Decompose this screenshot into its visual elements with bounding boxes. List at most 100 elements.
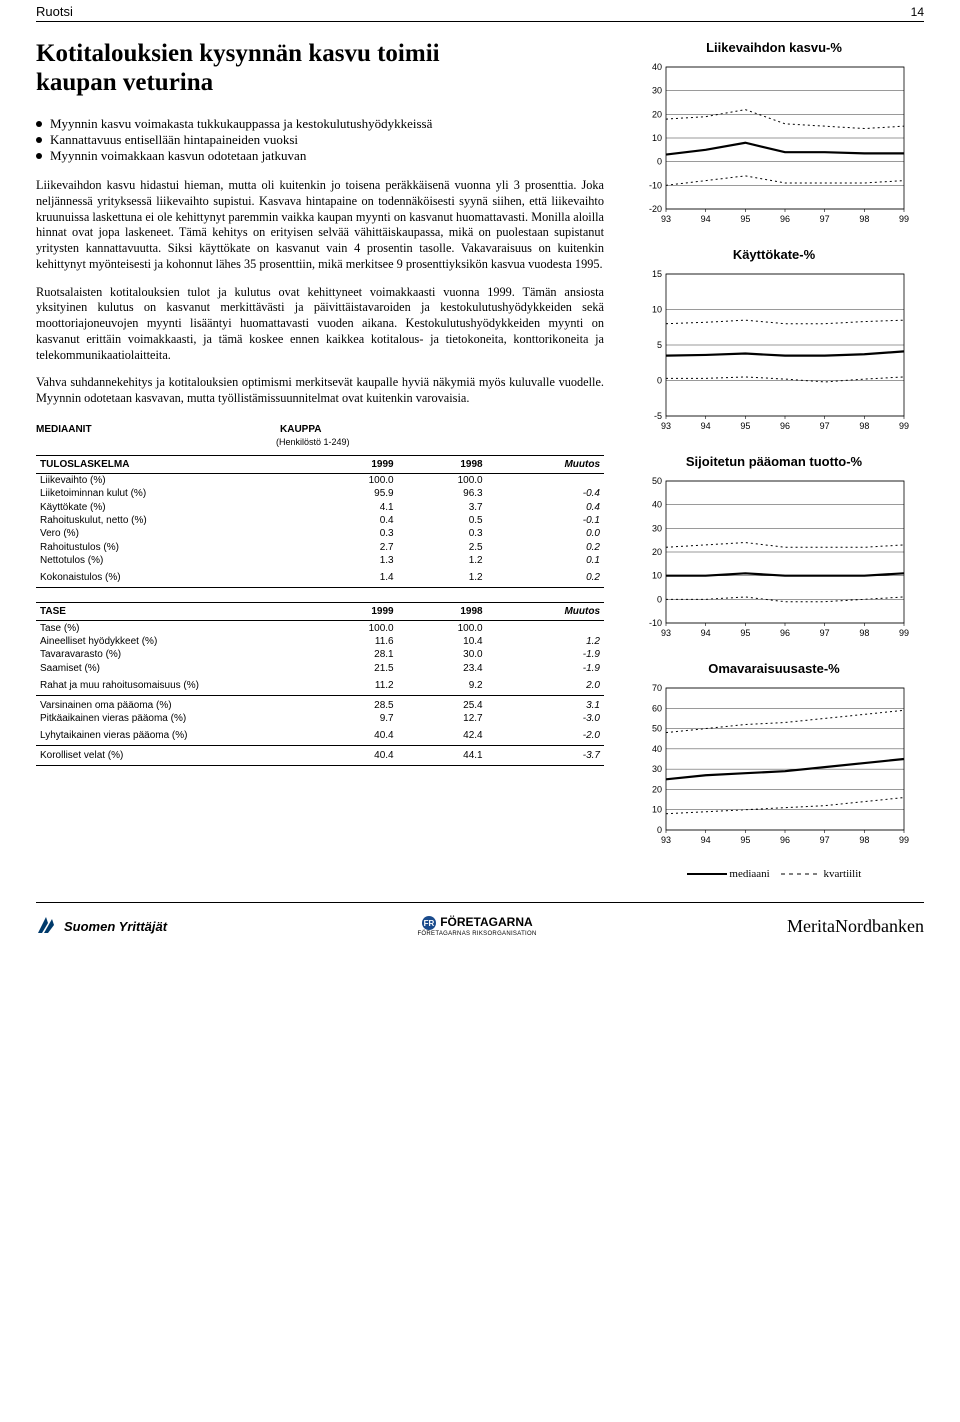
svg-text:-5: -5 — [654, 411, 662, 421]
cell: 96.3 — [398, 487, 487, 500]
cell: Tase (%) — [36, 621, 309, 635]
cell: 0.4 — [309, 514, 398, 527]
legend-kvartiilit: kvartiilit — [823, 868, 861, 880]
cell: 44.1 — [398, 746, 487, 766]
cell: 2.7 — [309, 541, 398, 554]
svg-text:0: 0 — [657, 376, 662, 386]
cell: 0.2 — [487, 541, 604, 554]
svg-text:0: 0 — [657, 825, 662, 835]
chart-sijoitettu: Sijoitetun pääoman tuotto-% -10010203040… — [624, 454, 924, 643]
cell: Nettotulos (%) — [36, 554, 309, 567]
cell: 40.4 — [309, 746, 398, 766]
cell: Varsinainen oma pääoma (%) — [36, 695, 309, 712]
table-row: Vero (%) 0.3 0.3 0.0 — [36, 527, 604, 540]
svg-text:97: 97 — [820, 628, 830, 638]
svg-text:93: 93 — [661, 835, 671, 845]
table-row: Tavaravarasto (%) 28.1 30.0 -1.9 — [36, 648, 604, 661]
svg-text:93: 93 — [661, 214, 671, 224]
svg-text:99: 99 — [899, 214, 909, 224]
table-row: Lyhytaikainen vieras pääoma (%) 40.4 42.… — [36, 725, 604, 746]
table-row: Tase (%) 100.0 100.0 — [36, 621, 604, 635]
svg-text:40: 40 — [652, 62, 662, 72]
col-header: TULOSLASKELMA — [36, 455, 309, 473]
cell: 100.0 — [309, 473, 398, 487]
table-row: Rahoitustulos (%) 2.7 2.5 0.2 — [36, 541, 604, 554]
svg-text:96: 96 — [780, 835, 790, 845]
svg-text:40: 40 — [652, 500, 662, 510]
cell: Kokonaistulos (%) — [36, 567, 309, 588]
svg-text:99: 99 — [899, 421, 909, 431]
chart-liikevaihto: Liikevaihdon kasvu-% -20-100102030409394… — [624, 40, 924, 229]
cell: 28.5 — [309, 695, 398, 712]
svg-text:FR: FR — [424, 919, 435, 928]
logo-foretagarna: FR FÖRETAGARNA FÖRETAGARNAS RIKSORGANISA… — [417, 915, 536, 937]
page-title: Kotitalouksien kysynnän kasvu toimii kau… — [36, 40, 604, 98]
svg-text:94: 94 — [701, 628, 711, 638]
chart-svg: -505101593949596979899 — [634, 266, 914, 436]
cell: 1.2 — [487, 635, 604, 648]
table-row: Liikevaihto (%) 100.0 100.0 — [36, 473, 604, 487]
svg-text:50: 50 — [652, 476, 662, 486]
cell: 28.1 — [309, 648, 398, 661]
cell: -3.0 — [487, 712, 604, 725]
cell: Tavaravarasto (%) — [36, 648, 309, 661]
cell: Lyhytaikainen vieras pääoma (%) — [36, 725, 309, 746]
cell: Saamiset (%) — [36, 662, 309, 675]
main-content: Kotitalouksien kysynnän kasvu toimii kau… — [0, 40, 960, 880]
table-row: Aineelliset hyödykkeet (%) 11.6 10.4 1.2 — [36, 635, 604, 648]
svg-text:50: 50 — [652, 724, 662, 734]
svg-text:95: 95 — [740, 214, 750, 224]
cell: 0.1 — [487, 554, 604, 567]
mediaanit-label: MEDIAANIT — [36, 424, 276, 435]
col-header: 1999 — [309, 455, 398, 473]
logo-text: Suomen Yrittäjät — [64, 919, 167, 934]
cell: 3.7 — [398, 501, 487, 514]
col-header: Muutos — [487, 603, 604, 621]
logo-suomen-yrittajat: Suomen Yrittäjät — [36, 915, 167, 937]
table-row: Korolliset velat (%) 40.4 44.1 -3.7 — [36, 746, 604, 766]
cell — [487, 621, 604, 635]
cell: 1.2 — [398, 567, 487, 588]
logo-subtext: FÖRETAGARNAS RIKSORGANISATION — [417, 931, 536, 937]
svg-text:98: 98 — [859, 421, 869, 431]
cell: 11.2 — [309, 675, 398, 696]
table-row: Varsinainen oma pääoma (%) 28.5 25.4 3.1 — [36, 695, 604, 712]
cell: 25.4 — [398, 695, 487, 712]
left-column: Kotitalouksien kysynnän kasvu toimii kau… — [36, 40, 604, 880]
cell: Aineelliset hyödykkeet (%) — [36, 635, 309, 648]
cell: -0.4 — [487, 487, 604, 500]
col-header: TASE — [36, 603, 309, 621]
cell: 9.2 — [398, 675, 487, 696]
cell: 42.4 — [398, 725, 487, 746]
cell: 0.3 — [309, 527, 398, 540]
cell: -0.1 — [487, 514, 604, 527]
svg-text:96: 96 — [780, 214, 790, 224]
tuloslaskelma-table: TULOSLASKELMA 1999 1998 Muutos Liikevaih… — [36, 455, 604, 589]
body-paragraph: Ruotsalaisten kotitalouksien tulot ja ku… — [36, 285, 604, 364]
svg-text:0: 0 — [657, 157, 662, 167]
cell: 2.0 — [487, 675, 604, 696]
svg-text:97: 97 — [820, 421, 830, 431]
bullet-item: Kannattavuus entisellään hintapaineiden … — [36, 132, 604, 148]
svg-text:70: 70 — [652, 683, 662, 693]
cell: 4.1 — [309, 501, 398, 514]
svg-text:97: 97 — [820, 214, 830, 224]
kauppa-label: KAUPPA — [280, 424, 321, 435]
svg-text:95: 95 — [740, 835, 750, 845]
cell: Pitkäaikainen vieras pääoma (%) — [36, 712, 309, 725]
svg-text:99: 99 — [899, 628, 909, 638]
bullet-item: Myynnin voimakkaan kasvun odotetaan jatk… — [36, 148, 604, 164]
svg-text:94: 94 — [701, 421, 711, 431]
cell: 23.4 — [398, 662, 487, 675]
cell — [487, 473, 604, 487]
table-row: Rahat ja muu rahoitusomaisuus (%) 11.2 9… — [36, 675, 604, 696]
chart-title: Käyttökate-% — [624, 247, 924, 262]
cell: -3.7 — [487, 746, 604, 766]
table-row: Kokonaistulos (%) 1.4 1.2 0.2 — [36, 567, 604, 588]
svg-text:10: 10 — [652, 133, 662, 143]
svg-text:60: 60 — [652, 703, 662, 713]
cell: 30.0 — [398, 648, 487, 661]
cell: 100.0 — [398, 473, 487, 487]
table-row: Saamiset (%) 21.5 23.4 -1.9 — [36, 662, 604, 675]
cell: Rahoituskulut, netto (%) — [36, 514, 309, 527]
